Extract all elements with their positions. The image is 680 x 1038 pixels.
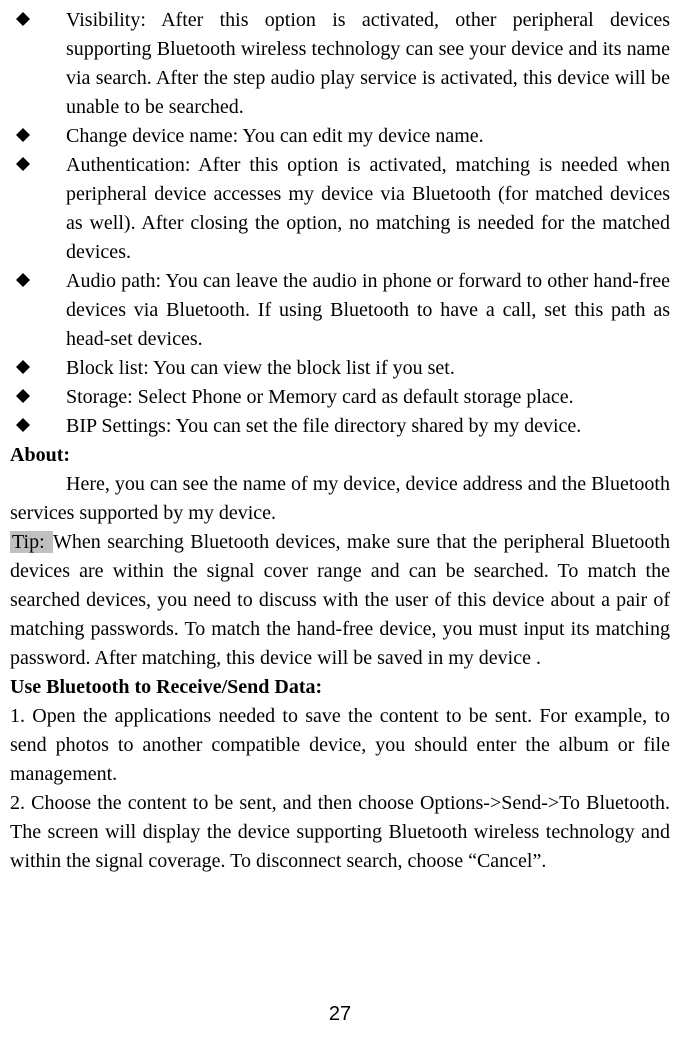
bullet-item: Visibility: After this option is activat…	[10, 6, 670, 122]
diamond-bullet-icon	[16, 12, 30, 26]
use-bluetooth-heading: Use Bluetooth to Receive/Send Data:	[10, 673, 670, 702]
bullet-text: Authentication: After this option is act…	[66, 154, 670, 263]
use-bluetooth-step-1: 1. Open the applications needed to save …	[10, 702, 670, 789]
use-bluetooth-step-2: 2. Choose the content to be sent, and th…	[10, 789, 670, 876]
diamond-bullet-icon	[16, 128, 30, 142]
tip-paragraph: Tip: When searching Bluetooth devices, m…	[10, 528, 670, 673]
page-number: 27	[0, 1003, 680, 1026]
document-page: Visibility: After this option is activat…	[0, 0, 680, 1038]
bullet-text: Block list: You can view the block list …	[66, 357, 455, 379]
bullet-item: Authentication: After this option is act…	[10, 151, 670, 267]
tip-body: When searching Bluetooth devices, make s…	[10, 531, 670, 669]
diamond-bullet-icon	[16, 360, 30, 374]
bullet-text: BIP Settings: You can set the file direc…	[66, 415, 581, 437]
diamond-bullet-icon	[16, 418, 30, 432]
bullet-text: Change device name: You can edit my devi…	[66, 125, 484, 147]
bullet-item: Block list: You can view the block list …	[10, 354, 670, 383]
diamond-bullet-icon	[16, 157, 30, 171]
bullet-text: Storage: Select Phone or Memory card as …	[66, 386, 574, 408]
bullet-item: Audio path: You can leave the audio in p…	[10, 267, 670, 354]
diamond-bullet-icon	[16, 273, 30, 287]
bullet-list: Visibility: After this option is activat…	[10, 6, 670, 441]
bullet-text: Audio path: You can leave the audio in p…	[66, 270, 670, 350]
bullet-text: Visibility: After this option is activat…	[66, 9, 670, 118]
about-body: Here, you can see the name of my device,…	[10, 470, 670, 528]
about-heading: About:	[10, 441, 670, 470]
bullet-item: Change device name: You can edit my devi…	[10, 122, 670, 151]
bullet-item: Storage: Select Phone or Memory card as …	[10, 383, 670, 412]
tip-label: Tip:	[10, 531, 53, 553]
diamond-bullet-icon	[16, 389, 30, 403]
bullet-item: BIP Settings: You can set the file direc…	[10, 412, 670, 441]
